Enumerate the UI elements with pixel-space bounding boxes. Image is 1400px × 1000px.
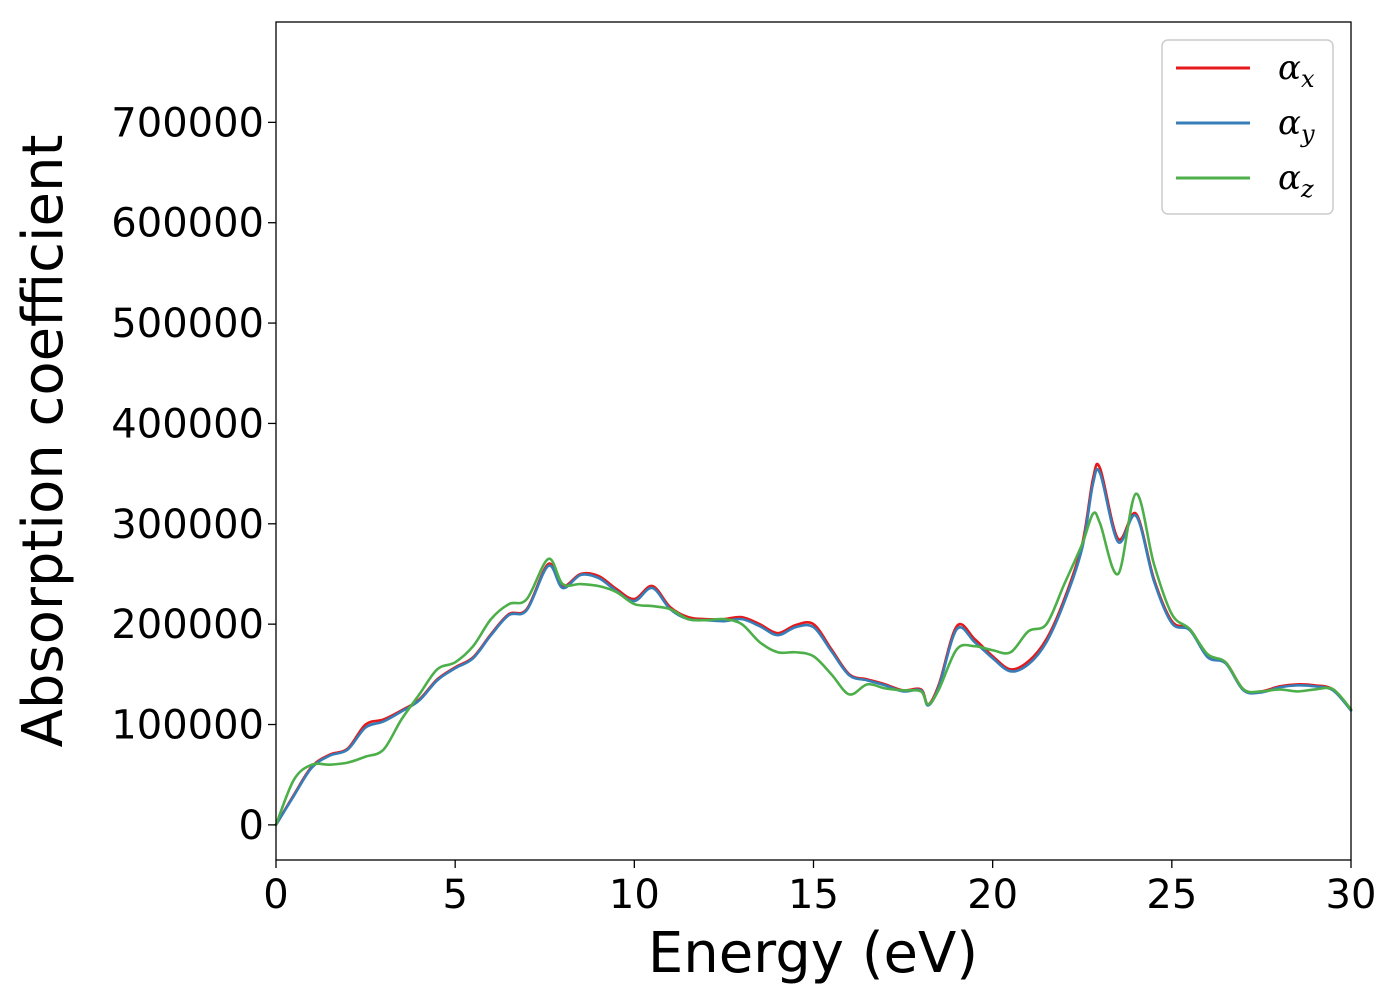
legend-label-z: αz <box>1278 158 1314 203</box>
x-tick-label: 0 <box>263 872 288 918</box>
y-tick-label: 100000 <box>111 703 264 749</box>
x-axis: 0 5 10 15 20 25 30 <box>263 860 1376 918</box>
x-tick-label: 25 <box>1146 872 1197 918</box>
legend-subscript: y <box>1300 120 1315 148</box>
legend-subscript: z <box>1300 175 1314 203</box>
x-tick-label: 10 <box>609 872 660 918</box>
series-layer <box>274 462 1353 827</box>
series-line-z <box>274 492 1353 827</box>
legend-subscript: x <box>1301 65 1315 93</box>
legend-box <box>1161 39 1334 215</box>
legend-label-y: αy <box>1278 103 1315 148</box>
x-tick-label: 15 <box>788 872 839 918</box>
y-tick-label: 300000 <box>111 502 264 548</box>
x-tick-label: 5 <box>442 872 467 918</box>
series-line-x <box>274 462 1353 827</box>
y-tick-label: 0 <box>239 803 264 849</box>
legend-symbol: α <box>1278 158 1301 198</box>
series-line-y <box>274 467 1353 827</box>
x-tick-label: 20 <box>967 872 1018 918</box>
y-tick-label: 600000 <box>111 201 264 247</box>
x-tick-label: 30 <box>1326 872 1377 918</box>
y-tick-label: 500000 <box>111 301 264 347</box>
y-axis: 0 100000 200000 300000 400000 500000 600000 700… <box>111 100 276 849</box>
x-axis-title: Energy (eV) <box>648 921 978 986</box>
y-tick-label: 400000 <box>111 401 264 447</box>
legend-symbol: α <box>1278 103 1301 143</box>
y-tick-label: 700000 <box>111 100 264 146</box>
legend-symbol: α <box>1278 48 1301 88</box>
y-tick-label: 200000 <box>111 602 264 648</box>
y-axis-title: Absorption coefficient <box>11 135 76 748</box>
legend-label-x: αx <box>1278 48 1315 93</box>
